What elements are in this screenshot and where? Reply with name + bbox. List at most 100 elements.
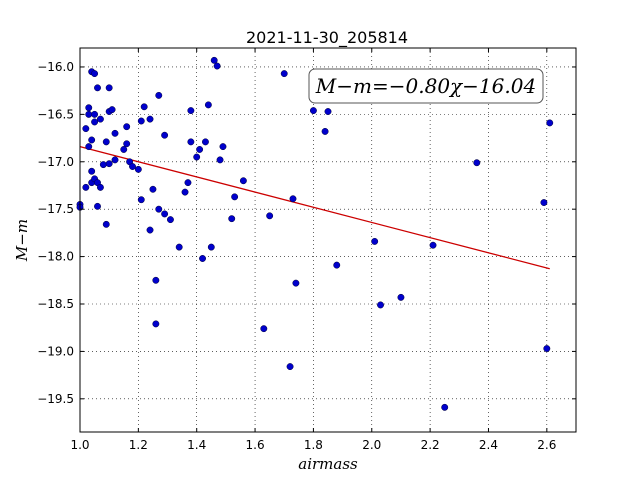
y-tick-label: −19.5 <box>37 392 74 406</box>
data-point <box>146 115 154 123</box>
data-point <box>111 156 119 164</box>
data-point <box>99 161 107 169</box>
data-point <box>140 103 148 111</box>
data-point <box>137 117 145 125</box>
data-point <box>239 177 247 185</box>
data-point <box>371 237 379 245</box>
data-point <box>175 243 183 251</box>
y-tick-label: −17.0 <box>37 155 74 169</box>
data-point <box>543 345 551 353</box>
data-point <box>91 70 99 78</box>
data-point <box>280 70 288 78</box>
equation-annotation: M−m=−0.80χ−16.04 <box>308 68 544 104</box>
data-point <box>228 215 236 223</box>
x-tick-label: 2.2 <box>421 438 440 452</box>
chart-title: 2021-11-30_205814 <box>246 28 408 48</box>
data-point <box>146 226 154 234</box>
x-tick-label: 1.8 <box>304 438 323 452</box>
data-point <box>324 108 332 115</box>
data-point <box>231 193 239 201</box>
y-tick-label: −16.5 <box>37 107 74 121</box>
data-point <box>266 212 274 220</box>
x-tick-label: 1.6 <box>246 438 265 452</box>
data-point <box>94 84 101 92</box>
data-point <box>129 163 136 170</box>
data-point <box>149 185 157 193</box>
data-point <box>207 243 215 251</box>
data-point <box>184 179 192 187</box>
data-point <box>161 131 169 139</box>
data-points <box>76 56 554 411</box>
data-point <box>105 160 113 168</box>
data-point <box>91 118 99 126</box>
x-axis-label: airmass <box>298 455 358 473</box>
data-point <box>429 241 437 249</box>
data-point <box>155 91 163 99</box>
data-point <box>96 115 104 123</box>
y-tick-label: −19.0 <box>37 344 74 358</box>
data-point <box>120 146 128 153</box>
data-point <box>333 261 341 269</box>
data-point <box>166 216 174 224</box>
data-point <box>204 101 212 109</box>
data-point <box>102 138 110 146</box>
data-point <box>187 107 195 115</box>
data-point <box>94 202 101 210</box>
data-point <box>397 293 405 301</box>
equation-text: M−m=−0.80χ−16.04 <box>315 74 536 98</box>
data-point <box>219 143 227 151</box>
plot-frame <box>79 47 577 433</box>
data-point <box>193 153 201 161</box>
data-point <box>292 279 300 287</box>
data-point <box>123 123 131 131</box>
data-point <box>137 196 145 204</box>
x-tick-label: 1.4 <box>187 438 206 452</box>
y-tick-label: −16.0 <box>37 60 74 74</box>
data-point <box>161 210 169 218</box>
data-point <box>108 106 116 114</box>
data-point <box>210 56 218 64</box>
data-point <box>155 205 163 213</box>
x-tick-label: 2.0 <box>362 438 381 452</box>
data-point <box>105 84 113 92</box>
x-tick-label: 1.2 <box>129 438 148 452</box>
fit-line <box>79 145 550 270</box>
data-point <box>216 156 224 164</box>
data-point <box>152 276 160 284</box>
data-point <box>546 119 554 127</box>
x-tick-label: 1.0 <box>70 438 89 452</box>
data-point <box>111 129 119 137</box>
data-point <box>260 325 268 333</box>
data-point <box>85 104 93 112</box>
data-point <box>91 110 99 118</box>
y-tick-label: −18.5 <box>37 297 74 311</box>
data-point <box>441 403 449 411</box>
data-point <box>286 363 294 371</box>
data-point <box>202 138 209 146</box>
data-point <box>377 301 384 309</box>
data-point <box>85 110 93 118</box>
data-point <box>187 138 195 146</box>
x-tick-label: 2.4 <box>479 438 498 452</box>
data-point <box>82 125 90 133</box>
data-point <box>85 143 93 151</box>
data-point <box>321 127 329 135</box>
data-point <box>123 140 131 148</box>
y-tick-label: −18.0 <box>37 250 74 264</box>
y-tick-label: −17.5 <box>37 202 74 216</box>
data-point <box>88 167 96 175</box>
data-point <box>134 165 142 173</box>
data-point <box>473 159 481 167</box>
data-point <box>309 107 317 115</box>
data-point <box>213 62 221 70</box>
fit-line-group <box>79 145 550 270</box>
equation-box <box>308 68 544 104</box>
data-point <box>96 183 104 191</box>
data-point <box>289 195 297 203</box>
data-point <box>181 188 189 196</box>
data-point <box>196 146 204 153</box>
data-point <box>102 220 110 228</box>
data-point <box>88 136 96 144</box>
data-point <box>540 199 548 206</box>
